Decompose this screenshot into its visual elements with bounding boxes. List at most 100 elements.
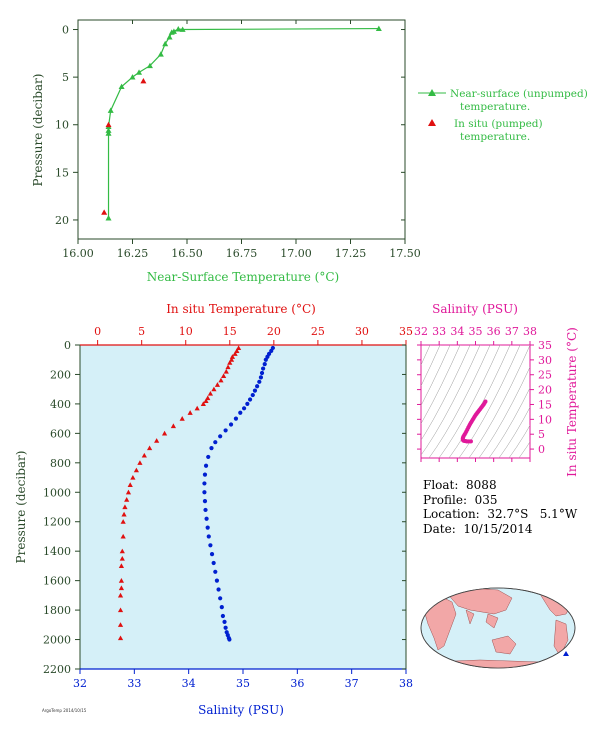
temperature-point	[232, 351, 238, 356]
salinity-point	[222, 619, 227, 624]
salinity-point	[202, 481, 207, 486]
map-land-se-asia	[465, 609, 499, 629]
ts-x-ticks: 32 33 34 35 36 37 38	[414, 325, 537, 462]
density-contour	[468, 345, 530, 458]
location-map	[420, 587, 576, 669]
ns-x-tick-label: 17.25	[335, 247, 367, 260]
profile-y-tick-label: 2000	[43, 634, 71, 647]
salinity-point	[209, 445, 214, 451]
temperature-point	[234, 348, 240, 353]
temperature-point	[124, 497, 130, 502]
profile-y-ticks: 0 200 400 600 800 1000 1200 1400 1600 1800 2000 220…	[43, 339, 406, 676]
temperature-point	[117, 622, 124, 627]
sal-tick-label: 38	[399, 677, 413, 690]
temp-tick-label: 10	[179, 325, 193, 338]
near-surface-chart: 16.00 16.25 16.50 16.75 17.00 17.25 17.50 0 5 10…	[31, 19, 588, 284]
salinity-point	[205, 525, 210, 530]
temperature-point	[137, 460, 143, 465]
temperature-point	[214, 382, 221, 387]
salinity-point	[250, 392, 255, 398]
salinity-point	[220, 613, 225, 619]
salinity-point	[252, 388, 258, 393]
near-surface-y-ticks: 0 5 10 15 20	[55, 24, 405, 227]
ns-green-point	[375, 25, 382, 31]
ts-y-label: In situ Temperature (°C)	[565, 327, 579, 477]
salinity-point	[258, 375, 264, 380]
profile-date: Date: 10/15/2014	[423, 521, 533, 536]
temperature-point	[227, 360, 233, 365]
temperature-point	[121, 511, 127, 517]
salinity-point	[263, 357, 268, 362]
profile-y-tick-label: 2200	[43, 663, 71, 676]
temp-tick-label: 35	[399, 325, 413, 338]
ts-x-tick-label: 36	[487, 325, 501, 338]
near-surface-x-label: Near-Surface Temperature (°C)	[147, 270, 339, 284]
temperature-point	[120, 519, 126, 524]
float-location: Location: 32.7°S 5.1°W	[423, 507, 578, 521]
salinity-point	[211, 560, 216, 566]
near-surface-legend: Near-surface (unpumped) temperature. In …	[418, 88, 588, 143]
salinity-point	[257, 379, 262, 384]
salinity-point	[214, 578, 220, 583]
density-contour	[438, 345, 501, 458]
temperature-point	[194, 405, 200, 411]
profile-y-tick-label: 800	[50, 457, 71, 470]
sal-tick-label: 32	[73, 677, 87, 690]
ns-green-point	[105, 215, 112, 221]
ts-y-tick-label: 35	[538, 339, 552, 352]
profile-y-tick-label: 1400	[43, 545, 71, 558]
ns-x-tick-label: 16.75	[226, 247, 258, 260]
ns-green-point	[107, 107, 114, 113]
salinity-point	[245, 401, 250, 407]
ns-x-tick-label: 16.25	[117, 247, 149, 260]
ns-green-point	[162, 40, 169, 47]
salinity-point	[202, 490, 207, 495]
profile-series	[117, 345, 275, 642]
ns-green-point	[168, 29, 175, 35]
salinity-point	[208, 543, 213, 548]
salinity-point	[202, 499, 208, 504]
salinity-point	[223, 428, 228, 433]
density-contour	[421, 345, 471, 441]
salinity-point	[255, 384, 260, 389]
salinity-point	[238, 410, 243, 415]
temperature-point	[141, 452, 147, 458]
temp-tick-label: 15	[223, 325, 237, 338]
ts-x-tick-label: 34	[450, 325, 464, 338]
ns-green-point	[105, 127, 112, 133]
ts-y-tick-label: 0	[538, 443, 545, 456]
ts-series	[460, 399, 488, 444]
salinity-ticks: 32 33 34 35 36 37 38	[73, 669, 413, 690]
temperature-point	[130, 474, 136, 480]
ns-green-point	[118, 83, 125, 90]
map-land-australia	[491, 635, 517, 655]
salinity-point	[269, 348, 274, 353]
legend-label-red-line1: In situ (pumped)	[454, 118, 543, 130]
sal-tick-label: 34	[182, 677, 196, 690]
temperature-point	[211, 386, 217, 392]
ns-green-point	[157, 51, 164, 57]
ts-y-tick-label: 25	[538, 369, 552, 382]
ns-green-point	[129, 74, 136, 80]
ts-y-tick-label: 20	[538, 384, 552, 397]
salinity-point	[223, 625, 228, 630]
temperature-point	[133, 467, 139, 473]
ns-x-tick-label: 16.50	[171, 247, 203, 260]
profile-y-tick-label: 0	[64, 339, 71, 352]
ts-y-tick-label: 15	[538, 398, 552, 411]
map-land-antarctica	[429, 659, 571, 668]
temperature-point	[229, 354, 236, 359]
near-surface-series	[101, 25, 382, 221]
ns-green-point	[146, 62, 153, 69]
ts-plot-area	[420, 344, 531, 459]
legend-label-green-line1: Near-surface (unpumped)	[450, 88, 588, 100]
temperature-point	[118, 585, 125, 591]
ns-x-tick-label: 17.50	[389, 247, 421, 260]
salinity-point	[213, 569, 218, 574]
temperature-point	[205, 395, 211, 401]
ns-red-point	[101, 209, 108, 215]
profile-plot-area	[79, 344, 407, 670]
ts-x-tick-label: 38	[523, 325, 537, 338]
salinity-point	[218, 596, 223, 601]
